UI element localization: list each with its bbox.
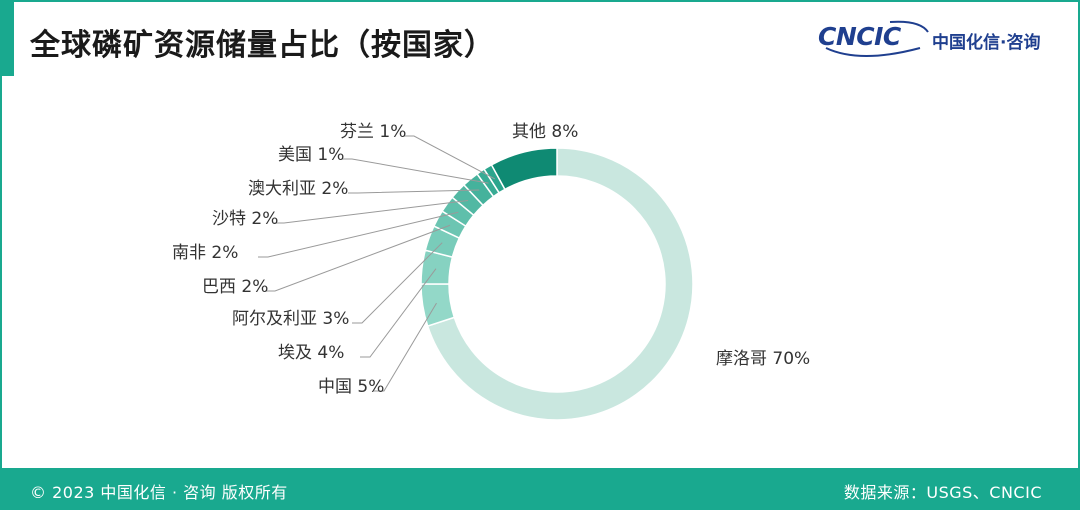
leader-lines xyxy=(258,135,496,392)
leader-line-美国 xyxy=(342,158,489,184)
slice-label-南非: 南非 2% xyxy=(172,243,238,263)
slice-其他 xyxy=(490,147,558,191)
leader-line-澳大利亚 xyxy=(348,189,480,194)
slice-labels: 摩洛哥 70% 中国 5% 埃及 4% 阿尔及利亚 3% 巴西 2% 南非 2% 沙特 2%… xyxy=(172,122,810,397)
footer-copyright: © 2023 中国化信 · 咨询 版权所有 xyxy=(30,483,288,502)
footer-source: 数据来源：USGS、CNCIC xyxy=(843,483,1042,502)
slice-label-美国: 美国 1% xyxy=(278,145,344,165)
header-accent-bar xyxy=(0,0,14,76)
donut-slices xyxy=(420,147,694,421)
slice-label-芬兰: 芬兰 1% xyxy=(340,122,406,142)
slice-摩洛哥 xyxy=(426,147,694,421)
leader-line-阿尔及利亚 xyxy=(352,242,443,324)
slice-label-中国: 中国 5% xyxy=(318,377,384,397)
leader-line-南非 xyxy=(258,211,459,258)
donut-chart: 摩洛哥 70% 中国 5% 埃及 4% 阿尔及利亚 3% 巴西 2% 南非 2% 沙特 2%… xyxy=(172,122,810,421)
slice-label-摩洛哥: 摩洛哥 70% xyxy=(716,349,810,369)
slice-label-其他: 其他 8% xyxy=(512,122,578,142)
slice-label-沙特: 沙特 2% xyxy=(212,209,278,229)
leader-line-巴西 xyxy=(265,224,451,292)
leader-line-沙特 xyxy=(274,199,469,224)
footer-notch xyxy=(302,457,778,468)
brand-logo: CNCIC 中国化信·咨询 xyxy=(818,18,1058,64)
leader-line-埃及 xyxy=(360,268,437,358)
slice-label-巴西: 巴西 2% xyxy=(202,277,268,297)
leader-line-芬兰 xyxy=(404,135,496,180)
slice-label-阿尔及利亚: 阿尔及利亚 3% xyxy=(232,309,349,329)
leader-line-中国 xyxy=(374,302,437,392)
slice-label-埃及: 埃及 4% xyxy=(278,343,344,363)
slice-label-澳大利亚: 澳大利亚 2% xyxy=(248,179,348,199)
logo-mark: CNCIC xyxy=(818,22,901,51)
logo-swoosh-icon xyxy=(825,20,929,57)
chart-title: 全球磷矿资源储量占比（按国家） xyxy=(30,28,495,63)
logo-name: 中国化信·咨询 xyxy=(932,33,1041,53)
footer-bar xyxy=(0,468,1080,510)
